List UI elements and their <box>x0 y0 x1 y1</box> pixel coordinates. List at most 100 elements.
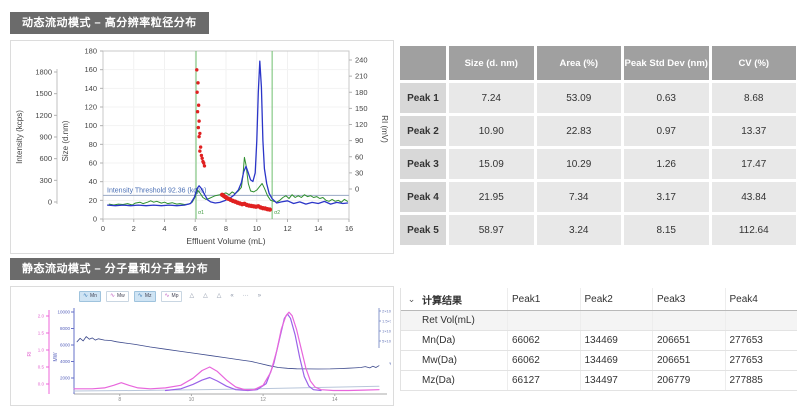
peak-table-cell: 10.90 <box>449 116 534 146</box>
trace-toggle-button[interactable]: ∿ Mp <box>160 290 183 302</box>
sls-chart-panel: ∿ Mn ∿ Mw ∿ Mz ∿ Mp △ △ △ «···» 8 10 12 14 2.0 1.5 1.0 0.5… <box>10 286 394 406</box>
peak-table-cell: 8.68 <box>711 83 796 113</box>
triangle-marker-icon[interactable]: △ <box>189 293 195 299</box>
sls-chart[interactable]: 8 10 12 14 2.0 1.5 1.0 0.5 0.0 RI 10000 8000 6000 400… <box>11 302 391 402</box>
step-backward-icon[interactable]: « <box>230 293 234 299</box>
dls-section-title-text: 动态流动模式 – 高分辨率粒径分布 <box>22 17 197 29</box>
svg-text:1.5: 1.5 <box>38 331 45 336</box>
svg-text:16: 16 <box>345 224 353 233</box>
svg-text:12: 12 <box>260 397 266 402</box>
svg-text:1500: 1500 <box>35 89 52 98</box>
results-table-cell: 66127 <box>507 371 580 390</box>
results-table-cell: 206779 <box>652 371 725 390</box>
svg-text:1800: 1800 <box>35 68 52 77</box>
svg-text:2000: 2000 <box>60 376 71 381</box>
trace-toggle-label: Mz <box>144 293 152 299</box>
results-table-cell: 66062 <box>507 351 580 370</box>
svg-text:6: 6 <box>193 224 197 233</box>
svg-text:8000: 8000 <box>60 326 71 331</box>
peak-table: Size (d. nm) Area (%) Peak Std Dev (nm) CV … <box>400 46 796 245</box>
svg-text:150: 150 <box>355 104 368 113</box>
results-table-cell: 66062 <box>507 331 580 350</box>
svg-text:140: 140 <box>84 84 97 93</box>
svg-text:80: 80 <box>89 140 97 149</box>
peak-table-cell: 53.09 <box>536 83 621 113</box>
results-table-column-header: Peak3 <box>652 288 725 310</box>
svg-text:10000: 10000 <box>57 310 70 315</box>
results-row-label: Mw(Da) <box>422 355 457 366</box>
peak-table-cell: 8.15 <box>624 215 709 245</box>
svg-text:180: 180 <box>355 88 368 97</box>
results-table: ⌄ 计算结果 Peak1 Peak2 Peak3 Peak4 Ret Vol(mL) Mn(D… <box>400 288 797 391</box>
peak-table-cell: 7.34 <box>536 182 621 212</box>
peak-table-row-label: Peak 5 <box>400 215 446 245</box>
svg-text:120: 120 <box>355 120 368 129</box>
peak-table-row-label: Peak 2 <box>400 116 446 146</box>
peak-table-cell: 43.84 <box>711 182 796 212</box>
collapse-chevron-icon[interactable]: ⌄ <box>407 293 416 304</box>
peak-table-header-cell: Area (%) <box>536 46 621 80</box>
results-row-label: Mz(Da) <box>422 375 455 386</box>
svg-text:300: 300 <box>39 176 52 185</box>
svg-text:600: 600 <box>39 154 52 163</box>
svg-text:1200: 1200 <box>35 111 52 120</box>
svg-text:0.0: 0.0 <box>38 382 45 387</box>
peak-table-corner-cell <box>400 46 446 80</box>
results-table-cell: 134497 <box>579 371 653 390</box>
triangle-marker-icon[interactable]: △ <box>203 293 208 299</box>
results-table-column-header: Peak1 <box>507 288 580 310</box>
results-table-cell: 277653 <box>724 351 798 370</box>
svg-text:60: 60 <box>89 159 97 168</box>
peak-table-row-label: Peak 4 <box>400 182 446 212</box>
sparkline-icon: ∿ <box>164 293 170 299</box>
sls-section-title: 静态流动模式 – 分子量和分子量分布 <box>10 258 221 280</box>
peak-table-header-cell: CV (%) <box>711 46 796 80</box>
peak-table-cell: 15.09 <box>449 149 534 179</box>
svg-text:1.0: 1.0 <box>38 348 45 353</box>
peak-table-cell: 13.37 <box>711 116 796 146</box>
results-table-column-header: Peak4 <box>724 288 798 310</box>
sls-section-title-text: 静态流动模式 – 分子量和分子量分布 <box>22 263 209 275</box>
dls-section-title: 动态流动模式 – 高分辨率粒径分布 <box>10 12 209 34</box>
triangle-marker-icon[interactable]: △ <box>216 293 222 299</box>
svg-text:20: 20 <box>89 196 97 205</box>
svg-text:8: 8 <box>224 224 228 233</box>
trace-toggle-label: Mw <box>117 293 125 299</box>
svg-text:Size (d.nm): Size (d.nm) <box>61 120 70 161</box>
svg-text:14: 14 <box>332 397 338 402</box>
dls-chart-panel: 0 300 600 900 1200 1500 1800 Intensity (kcps) 0 2… <box>10 40 394 254</box>
svg-text:100: 100 <box>84 121 97 130</box>
results-table-header-row: ⌄ 计算结果 Peak1 Peak2 Peak3 Peak4 <box>401 288 797 311</box>
svg-text:40: 40 <box>89 177 97 186</box>
svg-text:240: 240 <box>355 56 368 65</box>
trace-toggle-label: Mp <box>171 293 179 299</box>
svg-text:12: 12 <box>283 224 291 233</box>
results-table-title: 计算结果 <box>422 295 462 307</box>
svg-text:210: 210 <box>355 72 368 81</box>
peak-table-cell: 0.97 <box>624 116 709 146</box>
trace-toggle-button[interactable]: ∿ Mw <box>105 290 129 302</box>
peak-table-cell: 10.29 <box>536 149 621 179</box>
more-options-icon[interactable]: ··· <box>242 293 249 299</box>
sparkline-icon: ∿ <box>137 293 143 299</box>
peak-table-cell: 3.24 <box>536 215 621 245</box>
peak-table-cell: 3.17 <box>624 182 709 212</box>
svg-text:4: 4 <box>162 224 166 233</box>
peak-table-cell: 112.64 <box>711 215 796 245</box>
results-table-cell: 277653 <box>724 331 798 350</box>
step-forward-icon[interactable]: » <box>257 293 262 299</box>
peak-table-cell: 21.95 <box>449 182 534 212</box>
svg-text:0: 0 <box>48 198 52 207</box>
results-table-cell <box>652 311 725 330</box>
results-table-cell <box>724 311 798 330</box>
peak-table-row-label: Peak 3 <box>400 149 446 179</box>
peak-table-cell: 1.26 <box>624 149 709 179</box>
svg-text:σ2: σ2 <box>274 210 280 216</box>
svg-text:6000: 6000 <box>60 343 71 348</box>
svg-text:0.5: 0.5 <box>38 365 45 370</box>
trace-toggle-button[interactable]: ∿ Mz <box>133 290 156 302</box>
peak-table-cell: 22.83 <box>536 116 621 146</box>
results-table-column-header: Peak2 <box>579 288 653 310</box>
trace-toggle-button[interactable]: ∿ Mn <box>79 290 101 302</box>
